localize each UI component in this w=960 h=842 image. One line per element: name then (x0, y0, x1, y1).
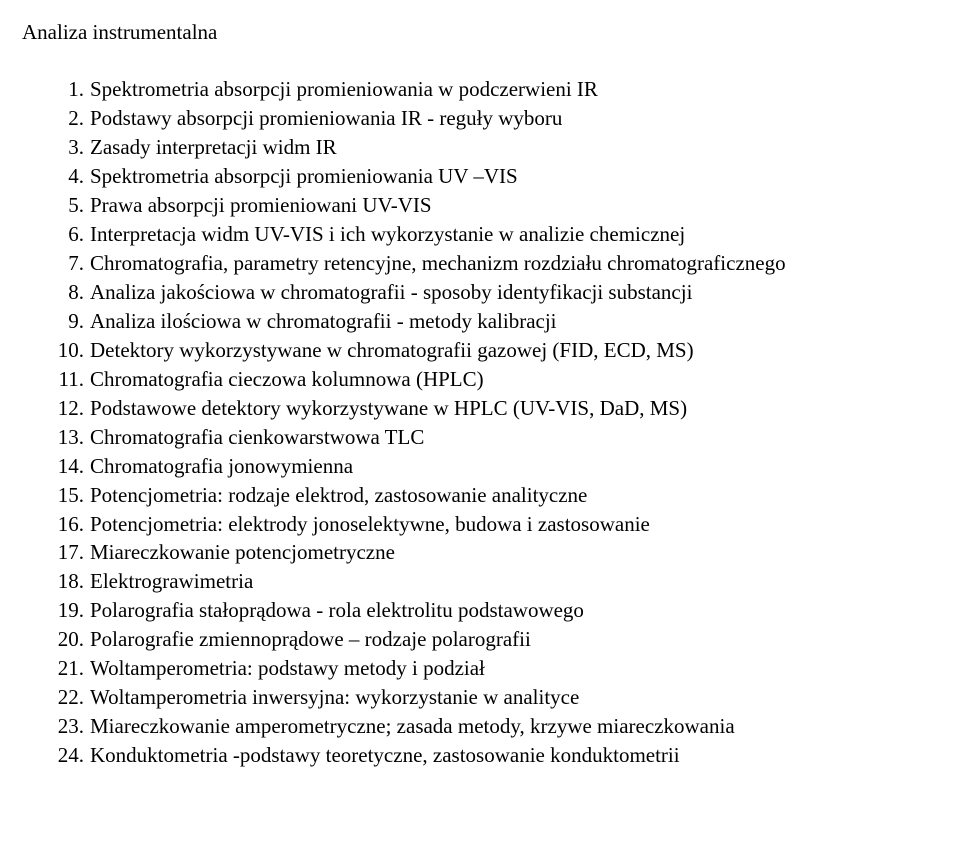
list-item: 20. Polarografie zmiennoprądowe – rodzaj… (50, 625, 934, 654)
item-text: Potencjometria: rodzaje elektrod, zastos… (90, 481, 934, 510)
item-text: Miareczkowanie potencjometryczne (90, 538, 934, 567)
list-item: 2. Podstawy absorpcji promieniowania IR … (50, 104, 934, 133)
item-text: Chromatografia jonowymienna (90, 452, 934, 481)
item-text: Chromatografia, parametry retencyjne, me… (90, 249, 934, 278)
list-item: 15. Potencjometria: rodzaje elektrod, za… (50, 481, 934, 510)
item-number: 19. (50, 596, 90, 625)
list-item: 11. Chromatografia cieczowa kolumnowa (H… (50, 365, 934, 394)
list-item: 22. Woltamperometria inwersyjna: wykorzy… (50, 683, 934, 712)
item-number: 1. (50, 75, 90, 104)
list-item: 5. Prawa absorpcji promieniowani UV-VIS (50, 191, 934, 220)
numbered-list: 1. Spektrometria absorpcji promieniowani… (22, 75, 934, 770)
item-text: Chromatografia cienkowarstwowa TLC (90, 423, 934, 452)
item-number: 16. (50, 510, 90, 539)
list-item: 7. Chromatografia, parametry retencyjne,… (50, 249, 934, 278)
item-text: Chromatografia cieczowa kolumnowa (HPLC) (90, 365, 934, 394)
item-number: 5. (50, 191, 90, 220)
list-item: 23. Miareczkowanie amperometryczne; zasa… (50, 712, 934, 741)
item-number: 18. (50, 567, 90, 596)
list-item: 14. Chromatografia jonowymienna (50, 452, 934, 481)
item-text: Spektrometria absorpcji promieniowania w… (90, 75, 934, 104)
list-item: 12. Podstawowe detektory wykorzystywane … (50, 394, 934, 423)
item-number: 13. (50, 423, 90, 452)
item-number: 22. (50, 683, 90, 712)
item-number: 20. (50, 625, 90, 654)
item-number: 6. (50, 220, 90, 249)
item-text: Prawa absorpcji promieniowani UV-VIS (90, 191, 934, 220)
list-item: 18. Elektrograwimetria (50, 567, 934, 596)
page-title: Analiza instrumentalna (22, 18, 934, 47)
item-text: Elektrograwimetria (90, 567, 934, 596)
item-number: 12. (50, 394, 90, 423)
item-text: Polarografie zmiennoprądowe – rodzaje po… (90, 625, 934, 654)
item-number: 8. (50, 278, 90, 307)
item-text: Detektory wykorzystywane w chromatografi… (90, 336, 934, 365)
item-text: Potencjometria: elektrody jonoselektywne… (90, 510, 934, 539)
item-text: Woltamperometria inwersyjna: wykorzystan… (90, 683, 934, 712)
list-item: 19. Polarografia stałoprądowa - rola ele… (50, 596, 934, 625)
list-item: 6. Interpretacja widm UV-VIS i ich wykor… (50, 220, 934, 249)
item-text: Polarografia stałoprądowa - rola elektro… (90, 596, 934, 625)
list-item: 24. Konduktometria -podstawy teoretyczne… (50, 741, 934, 770)
item-number: 14. (50, 452, 90, 481)
item-number: 2. (50, 104, 90, 133)
list-item: 17. Miareczkowanie potencjometryczne (50, 538, 934, 567)
item-text: Podstawowe detektory wykorzystywane w HP… (90, 394, 934, 423)
item-number: 11. (50, 365, 90, 394)
item-number: 4. (50, 162, 90, 191)
item-number: 23. (50, 712, 90, 741)
list-item: 4. Spektrometria absorpcji promieniowani… (50, 162, 934, 191)
item-text: Zasady interpretacji widm IR (90, 133, 934, 162)
item-number: 21. (50, 654, 90, 683)
list-item: 8. Analiza jakościowa w chromatografii -… (50, 278, 934, 307)
list-item: 13. Chromatografia cienkowarstwowa TLC (50, 423, 934, 452)
item-text: Analiza ilościowa w chromatografii - met… (90, 307, 934, 336)
item-number: 17. (50, 538, 90, 567)
list-item: 9. Analiza ilościowa w chromatografii - … (50, 307, 934, 336)
list-item: 21. Woltamperometria: podstawy metody i … (50, 654, 934, 683)
item-text: Konduktometria -podstawy teoretyczne, za… (90, 741, 934, 770)
item-text: Spektrometria absorpcji promieniowania U… (90, 162, 934, 191)
list-item: 10. Detektory wykorzystywane w chromatog… (50, 336, 934, 365)
item-number: 3. (50, 133, 90, 162)
item-number: 24. (50, 741, 90, 770)
item-text: Podstawy absorpcji promieniowania IR - r… (90, 104, 934, 133)
item-text: Miareczkowanie amperometryczne; zasada m… (90, 712, 934, 741)
list-item: 3. Zasady interpretacji widm IR (50, 133, 934, 162)
item-number: 7. (50, 249, 90, 278)
document-page: Analiza instrumentalna 1. Spektrometria … (0, 0, 960, 792)
item-number: 10. (50, 336, 90, 365)
list-item: 16. Potencjometria: elektrody jonoselekt… (50, 510, 934, 539)
item-number: 15. (50, 481, 90, 510)
item-text: Interpretacja widm UV-VIS i ich wykorzys… (90, 220, 934, 249)
list-item: 1. Spektrometria absorpcji promieniowani… (50, 75, 934, 104)
item-text: Analiza jakościowa w chromatografii - sp… (90, 278, 934, 307)
item-number: 9. (50, 307, 90, 336)
item-text: Woltamperometria: podstawy metody i podz… (90, 654, 934, 683)
